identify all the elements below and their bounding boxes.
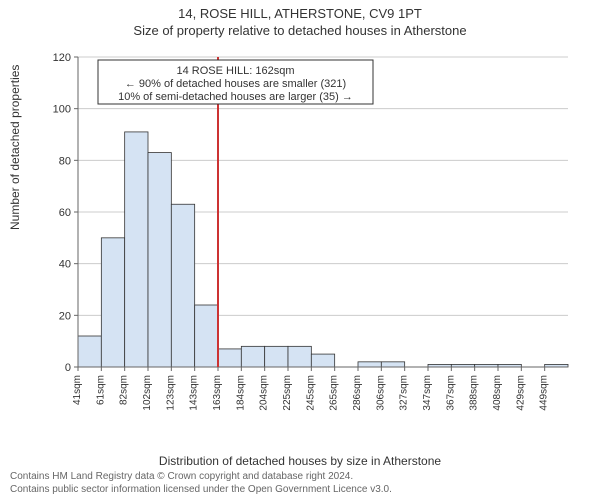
svg-text:347sqm: 347sqm	[422, 375, 433, 411]
x-axis-label: Distribution of detached houses by size …	[0, 454, 600, 468]
y-axis-label: Number of detached properties	[8, 65, 22, 230]
chart-area: 0 20 40 60 80 100 120 41sqm 61sqm 82sqm 102sqm 123s…	[48, 52, 578, 422]
svg-text:80: 80	[59, 155, 71, 167]
svg-text:60: 60	[59, 207, 71, 219]
histogram-bar	[101, 238, 124, 367]
svg-text:82sqm: 82sqm	[119, 375, 130, 405]
svg-text:306sqm: 306sqm	[375, 375, 386, 411]
svg-text:40: 40	[59, 259, 71, 271]
svg-text:163sqm: 163sqm	[212, 375, 223, 411]
footer-attribution: Contains HM Land Registry data © Crown c…	[10, 471, 392, 496]
svg-text:123sqm: 123sqm	[165, 375, 176, 411]
chart-title-block: 14, ROSE HILL, ATHERSTONE, CV9 1PT Size …	[0, 0, 600, 38]
histogram-bar	[311, 354, 334, 367]
histogram-bar	[125, 132, 148, 367]
svg-text:388sqm: 388sqm	[469, 375, 480, 411]
footer-line-2: Contains public sector information licen…	[10, 484, 392, 497]
histogram-bar	[148, 153, 171, 367]
annotation-line: 14 ROSE HILL: 162sqm	[176, 65, 294, 77]
svg-text:61sqm: 61sqm	[95, 375, 106, 405]
svg-text:408sqm: 408sqm	[492, 375, 503, 411]
svg-text:102sqm: 102sqm	[142, 375, 153, 411]
histogram-bar	[218, 349, 241, 367]
svg-text:0: 0	[65, 362, 71, 374]
svg-text:449sqm: 449sqm	[539, 375, 550, 411]
chart-title: 14, ROSE HILL, ATHERSTONE, CV9 1PT	[0, 6, 600, 21]
histogram-bar	[241, 346, 264, 367]
svg-text:120: 120	[53, 52, 71, 64]
footer-line-1: Contains HM Land Registry data © Crown c…	[10, 471, 392, 484]
histogram-svg: 0 20 40 60 80 100 120 41sqm 61sqm 82sqm 102sqm 123s…	[48, 52, 578, 422]
svg-text:20: 20	[59, 310, 71, 322]
svg-text:245sqm: 245sqm	[305, 375, 316, 411]
svg-text:286sqm: 286sqm	[352, 375, 363, 411]
svg-text:225sqm: 225sqm	[282, 375, 293, 411]
svg-text:100: 100	[53, 104, 71, 116]
histogram-bar	[265, 346, 288, 367]
svg-text:143sqm: 143sqm	[189, 375, 200, 411]
histogram-bar	[78, 336, 101, 367]
annotation-line: 10% of semi-detached houses are larger (…	[118, 91, 353, 103]
histogram-bar	[195, 305, 218, 367]
svg-text:327sqm: 327sqm	[399, 375, 410, 411]
histogram-bar	[358, 362, 381, 367]
svg-text:184sqm: 184sqm	[235, 375, 246, 411]
svg-text:367sqm: 367sqm	[445, 375, 456, 411]
svg-text:204sqm: 204sqm	[259, 375, 270, 411]
annotation-line: ← 90% of detached houses are smaller (32…	[125, 78, 346, 90]
chart-subtitle: Size of property relative to detached ho…	[0, 23, 600, 38]
svg-text:429sqm: 429sqm	[515, 375, 526, 411]
histogram-bar	[171, 204, 194, 367]
svg-text:265sqm: 265sqm	[329, 375, 340, 411]
histogram-bar	[288, 346, 311, 367]
histogram-bar	[381, 362, 404, 367]
svg-text:41sqm: 41sqm	[72, 375, 83, 405]
